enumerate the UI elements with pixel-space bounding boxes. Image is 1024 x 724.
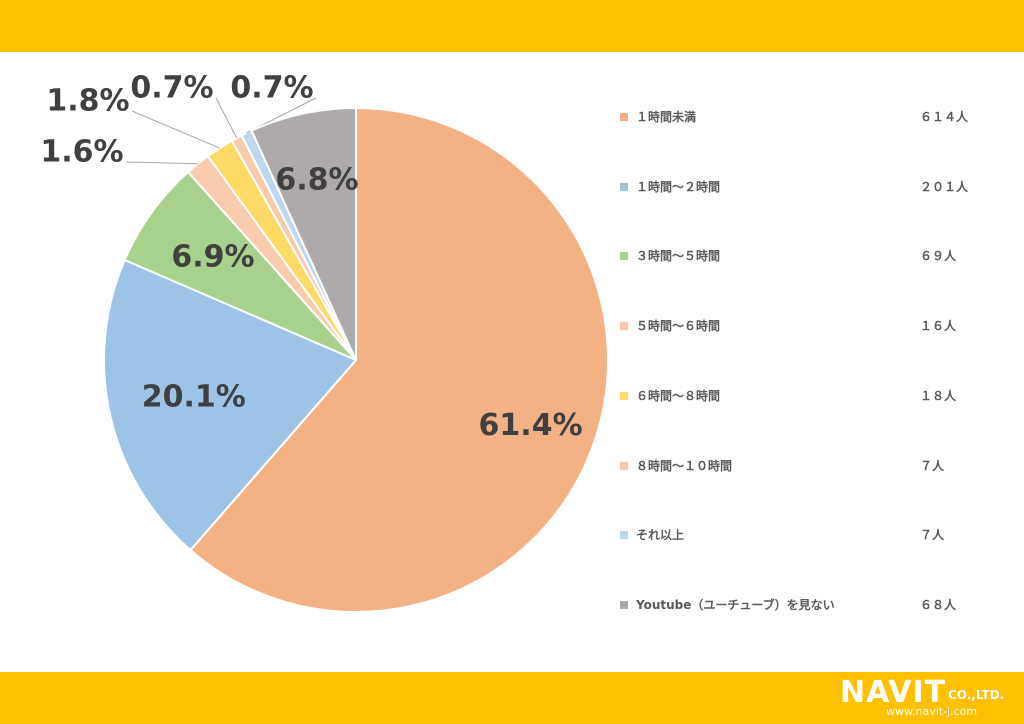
slice-percent-label: 6.9% — [171, 239, 254, 274]
slice-percent-label: 61.4% — [479, 408, 583, 443]
slice-percent-label: 6.8% — [275, 163, 358, 198]
legend-label: １時間～２時間 — [636, 179, 721, 194]
legend-count: ２０１人 — [920, 179, 969, 194]
legend-count: １６人 — [920, 319, 957, 334]
legend-label: １時間未満 — [636, 110, 697, 124]
legend-swatch — [620, 252, 628, 261]
slice-percent-label: 20.1% — [142, 379, 246, 414]
leader-line — [125, 161, 198, 165]
slice-percent-label: 1.8% — [46, 84, 129, 119]
legend-item: １時間未満 ６１４人 — [620, 108, 1020, 128]
legend-label: ３時間～５時間 — [636, 249, 721, 264]
legend-item: ６時間～８時間 １８人 — [620, 387, 1020, 407]
slice-percent-label: 1.6% — [40, 135, 123, 170]
legend-swatch — [620, 113, 628, 121]
legend-swatch — [620, 531, 628, 540]
legend-swatch — [620, 182, 628, 191]
legend-swatch — [620, 322, 628, 331]
legend-label: ６時間～８時間 — [636, 388, 721, 403]
logo-text: NAVIT — [840, 675, 947, 710]
legend-count: ６９人 — [920, 249, 957, 264]
legend-count: １８人 — [920, 388, 957, 403]
legend-item: ５時間～６時間 １６人 — [620, 317, 1020, 337]
legend-label: それ以上 — [636, 528, 685, 543]
legend-swatch — [620, 600, 628, 609]
slice-percent-label: 0.7% — [230, 71, 313, 106]
legend-count: ７人 — [920, 528, 945, 543]
bottom-banner — [0, 672, 1024, 724]
legend-count: ６１４人 — [920, 110, 969, 124]
leader-line — [131, 110, 220, 149]
pie-slice — [103, 258, 358, 552]
legend-count: ７人 — [920, 458, 945, 473]
pie-slice — [189, 106, 609, 613]
legend-swatch — [620, 461, 628, 470]
legend-item: ３時間～５時間 ６９人 — [620, 247, 1020, 267]
legend-swatch — [620, 391, 628, 400]
pie-slice — [250, 106, 357, 361]
legend-item: １時間～２時間 ２０１人 — [620, 178, 1020, 198]
logo-suffix: CO.,LTD. — [948, 688, 1005, 702]
legend-label: ５時間～６時間 — [636, 319, 721, 334]
top-banner — [0, 0, 1024, 52]
navit-logo: NAVIT CO.,LTD. www.navit-j.com — [840, 675, 1010, 719]
legend-count: ６８人 — [920, 597, 957, 612]
legend-item: ８時間～１０時間 ７人 — [620, 457, 1020, 477]
slice-percent-label: 0.7% — [130, 71, 213, 106]
pie-slice — [123, 170, 357, 361]
legend-label: ８時間～１０時間 — [636, 458, 733, 473]
legend-label: Youtube（ユーチューブ）を見ない — [636, 597, 835, 612]
legend-item: それ以上 ７人 — [620, 526, 1020, 546]
leader-line — [215, 97, 238, 139]
logo-url: www.navit-j.com — [886, 705, 978, 718]
legend-item: Youtube（ユーチューブ）を見ない ６８人 — [620, 596, 1020, 616]
